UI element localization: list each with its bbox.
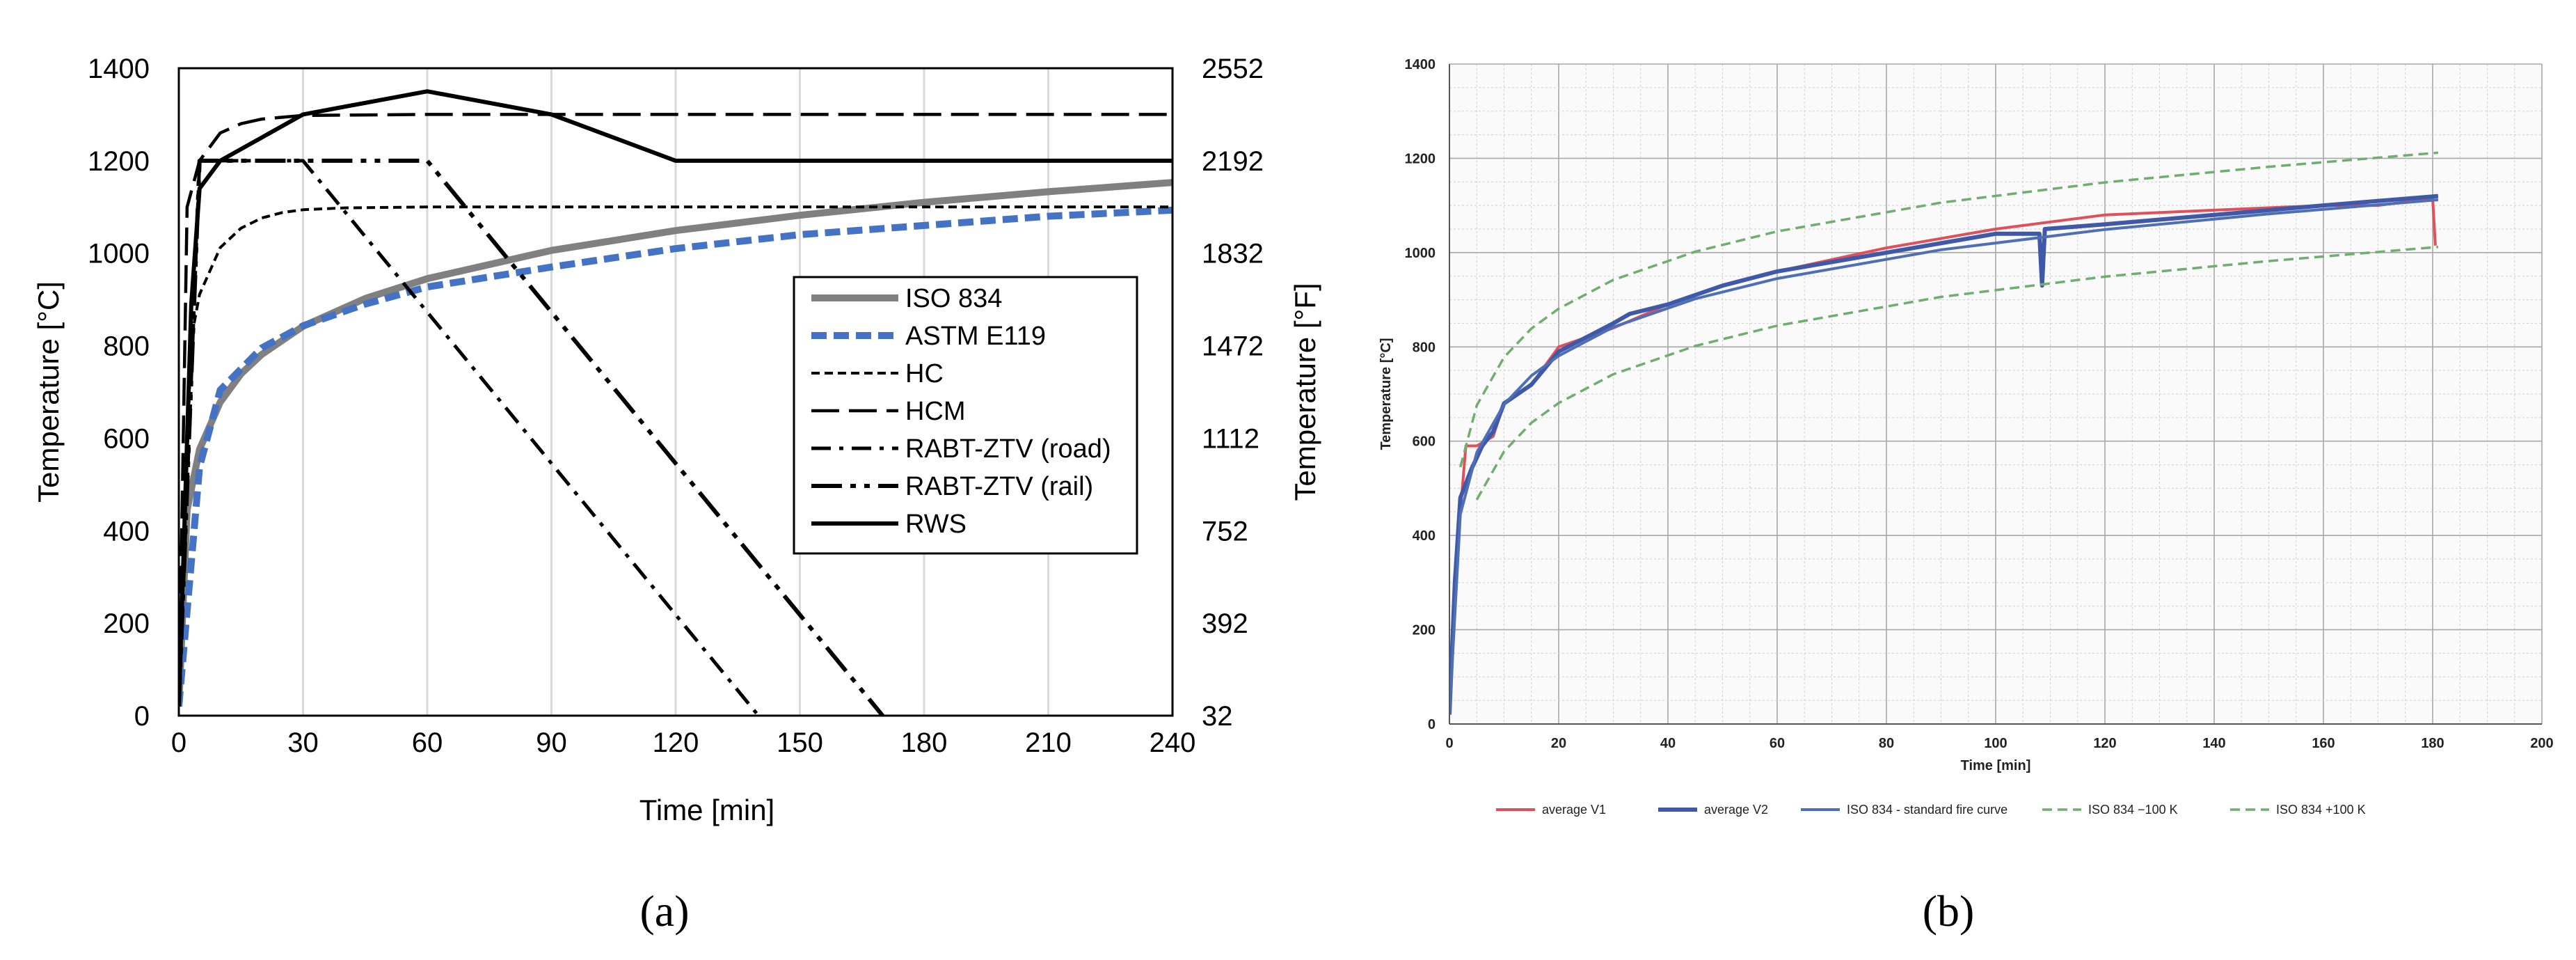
chart-a-y2tick-label: 392	[1202, 608, 1248, 639]
chart-a-y2label: Temperature [°F]	[1289, 283, 1321, 501]
chart-a-xtick-label: 0	[171, 727, 186, 758]
chart-a-series-line	[179, 113, 1172, 707]
chart-a-series-line	[179, 89, 1172, 707]
chart-b-ticks: 0 20 40 60 80 100 120 140 160 180 200 0 200 400 600 800…	[1405, 57, 2554, 751]
chart-a-series	[179, 89, 1172, 716]
chart-a-legend-label: ASTM E119	[905, 322, 1046, 351]
chart-a-y2tick-label: 1472	[1202, 331, 1264, 362]
chart-a-xtick-label: 30	[287, 727, 319, 758]
chart-a-ytick-label: 200	[103, 608, 150, 639]
chart-a-ytick-label: 400	[103, 516, 150, 546]
chart-a-y2tick-label: 2192	[1202, 146, 1264, 177]
chart-b-xtick-label: 100	[1984, 736, 2007, 751]
chart-a-legend: ISO 834 ASTM E119 HC HCM RABT-ZTV (road) RABT…	[793, 276, 1138, 555]
chart-a-ytick-label: 600	[103, 423, 150, 454]
chart-a-ylabel: Temperature [°C]	[32, 281, 65, 503]
chart-b-ytick-label: 800	[1413, 340, 1436, 355]
chart-a-xtick-label: 180	[901, 727, 948, 758]
chart-b-legend-label: average V1	[1542, 803, 1606, 817]
chart-b-xtick-label: 80	[1879, 736, 1894, 751]
chart-b-xtick-label: 0	[1445, 736, 1453, 751]
chart-a-series-line	[179, 158, 884, 716]
chart-b-legend: average V1 average V2 ISO 834 - standard f…	[1496, 803, 2366, 817]
chart-a-legend-label: RWS	[905, 510, 967, 539]
chart-a-xlabel: Time [min]	[639, 794, 774, 826]
chart-b-legend-label: ISO 834 −100 K	[2088, 803, 2178, 817]
chart-b-xtick-label: 40	[1660, 736, 1676, 751]
chart-b-ytick-label: 1400	[1405, 57, 1436, 72]
chart-a-legend-label: RABT-ZTV (road)	[905, 434, 1111, 464]
chart-b-ytick-label: 400	[1413, 528, 1436, 544]
chart-b-series	[1449, 151, 2439, 715]
chart-a-legend-box	[793, 276, 1138, 555]
chart-a-legend-label: ISO 834	[905, 284, 1002, 313]
chart-b-xtick-label: 140	[2202, 736, 2225, 751]
chart-b-xtick-label: 180	[2421, 736, 2444, 751]
chart-a-y2tick-label: 1112	[1202, 423, 1259, 454]
chart-b-series-line	[1475, 245, 2439, 501]
chart-b-xtick-label: 160	[2312, 736, 2335, 751]
chart-a-y2tick-label: 32	[1202, 701, 1233, 732]
chart-a-ytick-label: 800	[103, 331, 150, 362]
chart-b-xlabel: Time [min]	[1961, 758, 2031, 773]
chart-a-ytick-label: 1000	[88, 239, 150, 269]
chart-b-ytick-label: 600	[1413, 434, 1436, 450]
chart-b-series-line	[1449, 194, 2439, 715]
chart-a-xtick-label: 120	[653, 727, 699, 758]
chart-b-legend-label: average V2	[1704, 803, 1768, 817]
panel-a-label: (a)	[639, 886, 689, 936]
chart-a-legend-label: RABT-ZTV (rail)	[905, 472, 1093, 501]
chart-b: 0 20 40 60 80 100 120 140 160 180 200 0 200 400 600 800…	[1378, 57, 2554, 936]
chart-a-ticks: 0 30 60 90 120 150 180 210 240 0 200 400 600 800 1000 1…	[88, 54, 1264, 758]
chart-b-xtick-label: 120	[2093, 736, 2116, 751]
chart-b-xtick-label: 60	[1770, 736, 1785, 751]
chart-a-xtick-label: 150	[777, 727, 823, 758]
chart-a-xtick-label: 210	[1025, 727, 1072, 758]
chart-b-gridlines	[1449, 63, 2543, 725]
chart-b-xtick-label: 200	[2530, 736, 2553, 751]
chart-a-xtick-label: 60	[412, 727, 443, 758]
chart-b-legend-label: ISO 834 +100 K	[2276, 803, 2366, 817]
panel-b-label: (b)	[1923, 886, 1975, 936]
chart-a-legend-label: HCM	[905, 397, 966, 426]
chart-a-series-line	[179, 205, 1172, 707]
chart-a-xtick-label: 90	[536, 727, 567, 758]
chart-a-legend-label: HC	[905, 359, 944, 388]
chart-a-y2tick-label: 2552	[1202, 54, 1264, 84]
chart-a-frame	[177, 67, 1174, 717]
chart-b-series-line	[1449, 198, 2439, 715]
chart-a-ytick-label: 1400	[88, 54, 150, 84]
chart-b-ytick-label: 0	[1428, 717, 1436, 732]
chart-a-y2tick-label: 752	[1202, 516, 1248, 546]
chart-b-ytick-label: 200	[1413, 623, 1436, 638]
chart-a-y2tick-label: 1832	[1202, 239, 1264, 269]
chart-b-ylabel: Temperature [°C]	[1378, 338, 1394, 450]
chart-a: 0 30 60 90 120 150 180 210 240 0 200 400 600 800 1000 1…	[32, 54, 1321, 936]
chart-a-ytick-label: 0	[134, 701, 150, 732]
chart-a-series-line	[179, 159, 760, 716]
chart-b-ytick-label: 1200	[1405, 151, 1436, 166]
chart-a-series-line	[179, 206, 1172, 707]
chart-b-ytick-label: 1000	[1405, 246, 1436, 261]
chart-a-ytick-label: 1200	[88, 146, 150, 177]
chart-b-legend-label: ISO 834 - standard fire curve	[1847, 803, 2007, 817]
chart-a-xtick-label: 240	[1150, 727, 1196, 758]
chart-b-xtick-label: 20	[1551, 736, 1566, 751]
chart-b-series-line	[1459, 151, 2439, 468]
